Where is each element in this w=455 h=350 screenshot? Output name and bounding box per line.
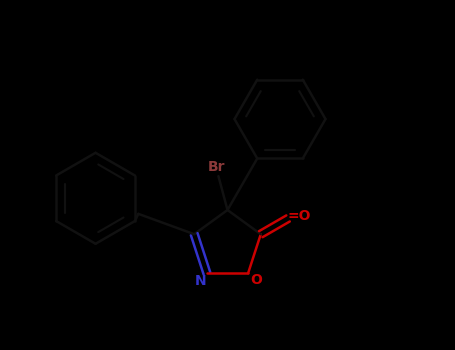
Text: Br: Br [208,160,225,174]
Text: N: N [195,274,207,288]
Text: O: O [250,273,262,287]
Text: =O: =O [288,209,311,223]
